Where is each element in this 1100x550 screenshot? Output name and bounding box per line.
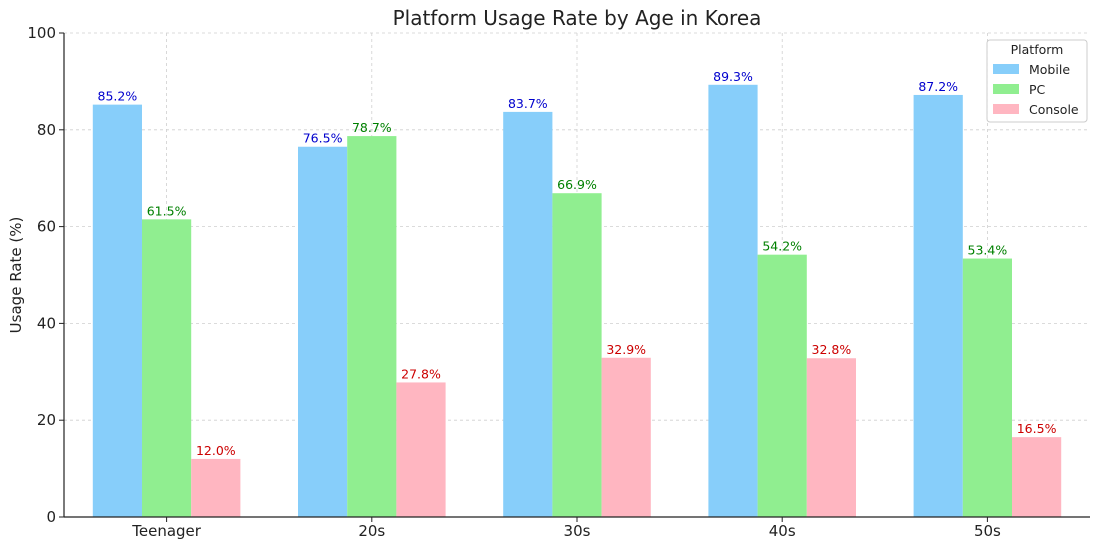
y-tick-label: 0 — [46, 508, 56, 526]
data-label: 66.9% — [557, 177, 597, 192]
legend-label-pc: PC — [1029, 82, 1046, 97]
bar-mobile-20s — [298, 146, 348, 518]
legend: Platform Mobile PC Console — [986, 39, 1088, 123]
data-label: 54.2% — [762, 239, 802, 254]
bar-console-50s — [1012, 437, 1062, 517]
bar-console-30s — [601, 357, 651, 517]
data-label: 27.8% — [401, 366, 441, 381]
data-label: 83.7% — [508, 96, 548, 111]
x-tick-label: 30s — [564, 522, 591, 540]
data-label: 12.0% — [196, 443, 236, 458]
bar-console-teenager — [191, 458, 241, 517]
bar-pc-20s — [347, 136, 397, 518]
data-label: 32.9% — [606, 342, 646, 357]
y-axis-label: Usage Rate (%) — [7, 217, 25, 334]
bar-mobile-50s — [913, 94, 963, 518]
data-labels: 85.2% 61.5% 12.0% 76.5% 78.7% 27.8% 83.7% 66.9%… — [98, 69, 1057, 458]
data-label: 78.7% — [352, 120, 392, 135]
legend-swatch-mobile — [993, 64, 1019, 74]
bar-pc-40s — [757, 254, 807, 517]
x-tick-label: 20s — [358, 522, 385, 540]
y-tick-label: 20 — [37, 411, 56, 429]
chart-title: Platform Usage Rate by Age in Korea — [393, 6, 762, 30]
legend-swatch-pc — [993, 84, 1019, 94]
legend-title: Platform — [1011, 42, 1064, 57]
bar-pc-30s — [552, 193, 602, 518]
bar-mobile-30s — [503, 111, 553, 517]
bar-mobile-40s — [708, 84, 758, 518]
bar-mobile-teenager — [92, 104, 142, 517]
bars — [92, 84, 1062, 518]
data-label: 61.5% — [147, 203, 187, 218]
x-tick-label: 40s — [769, 522, 796, 540]
legend-swatch-console — [993, 104, 1019, 114]
data-label: 85.2% — [98, 89, 138, 104]
axes: Platform Usage Rate by Age in Korea Usag… — [7, 6, 1090, 540]
y-tick-label: 80 — [37, 121, 56, 139]
bar-console-20s — [396, 382, 446, 517]
y-tick-label: 40 — [37, 314, 56, 332]
data-label: 53.4% — [968, 243, 1008, 258]
y-tick-label: 100 — [27, 24, 56, 42]
legend-label-mobile: Mobile — [1029, 62, 1070, 77]
bar-pc-teenager — [142, 219, 192, 517]
legend-label-console: Console — [1029, 102, 1079, 117]
data-label: 87.2% — [918, 79, 958, 94]
legend-box — [986, 39, 1088, 123]
bar-console-40s — [806, 358, 856, 517]
data-label: 32.8% — [812, 342, 852, 357]
y-tick-label: 60 — [37, 218, 56, 236]
data-label: 89.3% — [713, 69, 753, 84]
x-tick-label: 50s — [974, 522, 1001, 540]
data-label: 76.5% — [303, 131, 343, 146]
x-tick-label: Teenager — [131, 522, 202, 540]
data-label: 16.5% — [1017, 421, 1057, 436]
bar-pc-50s — [962, 258, 1012, 517]
